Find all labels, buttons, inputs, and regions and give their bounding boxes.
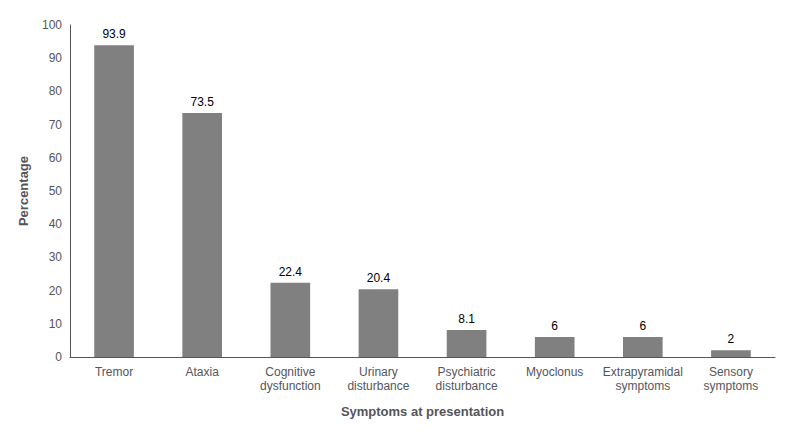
svg-text:Myoclonus: Myoclonus (526, 365, 583, 379)
svg-text:Percentage: Percentage (16, 156, 31, 226)
svg-text:20.4: 20.4 (367, 271, 391, 285)
svg-text:93.9: 93.9 (102, 27, 126, 41)
svg-text:Symptoms at presentation: Symptoms at presentation (341, 404, 504, 419)
svg-text:symptoms: symptoms (615, 379, 670, 393)
svg-text:6: 6 (639, 319, 646, 333)
svg-text:Tremor: Tremor (95, 365, 133, 379)
svg-text:10: 10 (49, 317, 63, 331)
svg-text:Sensory: Sensory (709, 365, 753, 379)
svg-text:73.5: 73.5 (191, 95, 215, 109)
svg-text:dysfunction: dysfunction (260, 379, 321, 393)
svg-text:Extrapyramidal: Extrapyramidal (603, 365, 683, 379)
svg-text:disturbance: disturbance (436, 379, 498, 393)
svg-text:90: 90 (49, 51, 63, 65)
svg-text:40: 40 (49, 217, 63, 231)
svg-text:8.1: 8.1 (458, 312, 475, 326)
svg-text:Ataxia: Ataxia (186, 365, 220, 379)
svg-text:50: 50 (49, 184, 63, 198)
svg-text:0: 0 (55, 350, 62, 364)
svg-text:6: 6 (551, 319, 558, 333)
svg-text:20: 20 (49, 284, 63, 298)
svg-text:Cognitive: Cognitive (265, 365, 315, 379)
svg-text:60: 60 (49, 151, 63, 165)
svg-text:80: 80 (49, 84, 63, 98)
svg-text:30: 30 (49, 250, 63, 264)
svg-text:Psychiatric: Psychiatric (438, 365, 496, 379)
svg-text:100: 100 (42, 18, 62, 32)
svg-text:symptoms: symptoms (704, 379, 759, 393)
svg-text:Urinary: Urinary (359, 365, 398, 379)
svg-text:70: 70 (49, 118, 63, 132)
svg-text:disturbance: disturbance (347, 379, 409, 393)
svg-text:2: 2 (728, 332, 735, 346)
svg-text:22.4: 22.4 (279, 265, 303, 279)
